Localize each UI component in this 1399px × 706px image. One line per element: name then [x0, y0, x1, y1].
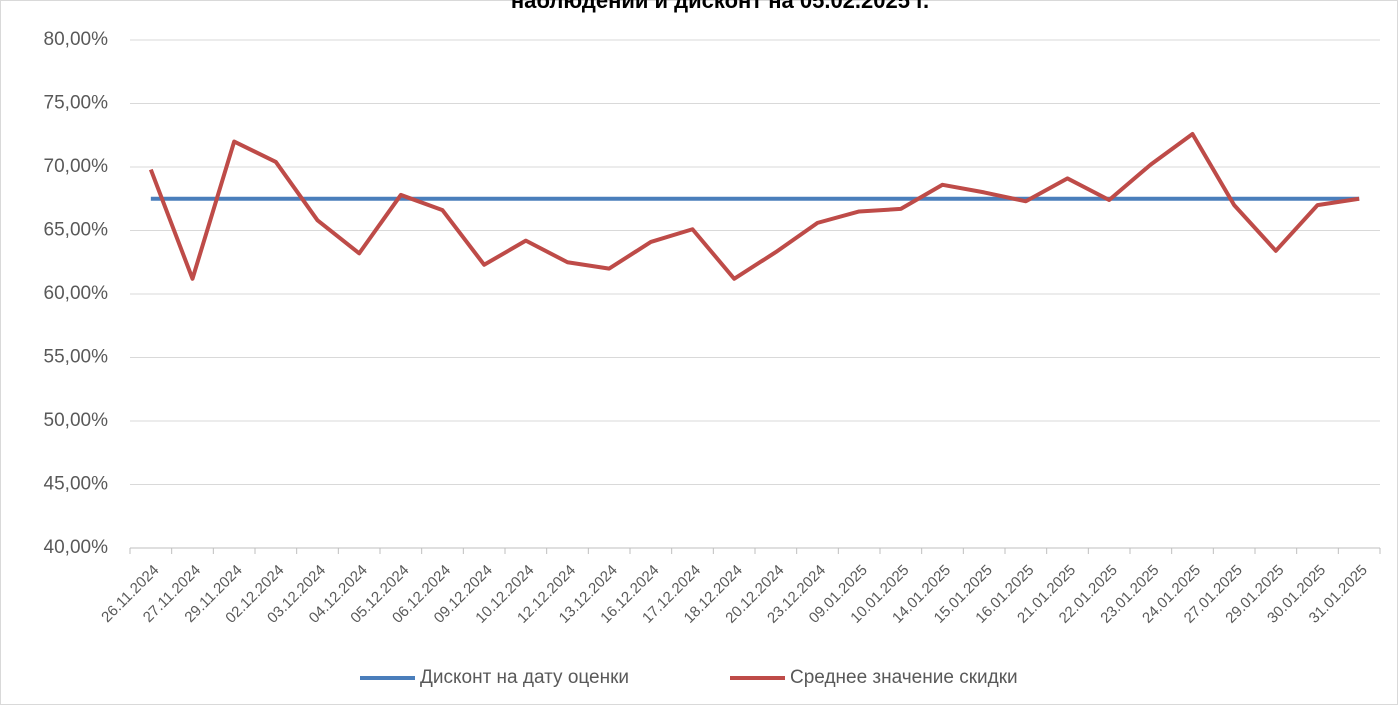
legend-label: Среднее значение скидки	[790, 667, 1018, 688]
y-tick-label: 70,00%	[44, 156, 109, 177]
y-tick-label: 65,00%	[44, 220, 109, 241]
y-tick-label: 40,00%	[44, 537, 109, 558]
y-tick-label: 80,00%	[44, 29, 109, 50]
y-tick-label: 50,00%	[44, 410, 109, 431]
y-tick-label: 55,00%	[44, 347, 109, 368]
y-tick-label: 75,00%	[44, 93, 109, 114]
y-tick-label: 45,00%	[44, 474, 109, 495]
series-line	[148, 131, 1360, 281]
y-tick-label: 60,00%	[44, 283, 109, 304]
chart-title: наблюдений и дисконт на 05.02.2025 г.	[511, 0, 929, 13]
legend-label: Дисконт на дату оценки	[420, 667, 629, 688]
